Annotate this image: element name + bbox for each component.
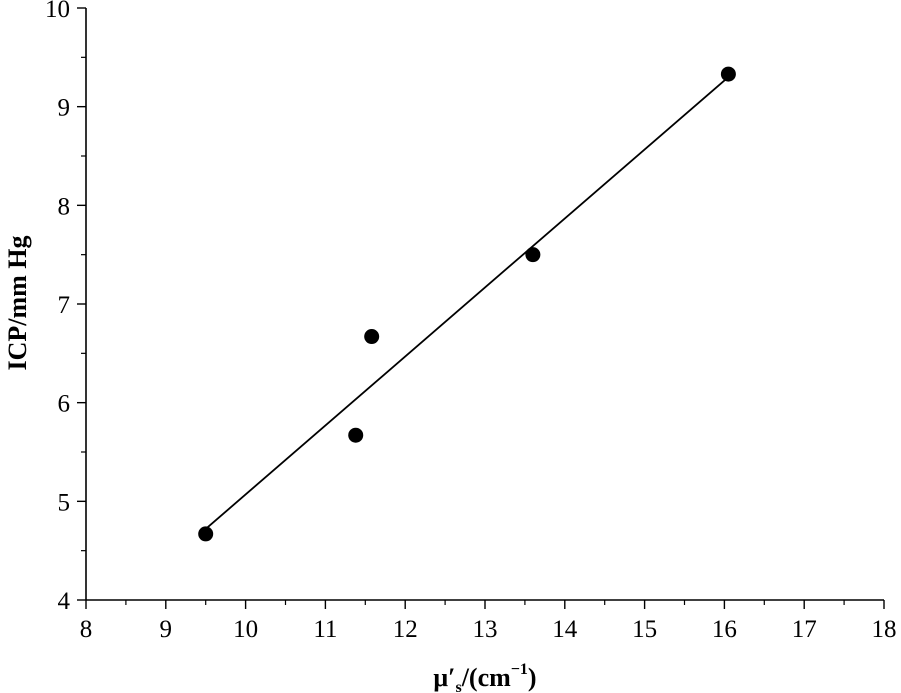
fit-line: [205, 76, 729, 530]
x-tick-label: 11: [313, 616, 337, 643]
x-axis-title-prime: ′: [448, 663, 455, 692]
x-tick-label: 17: [792, 616, 817, 643]
data-point: [348, 427, 364, 443]
y-tick-label: 10: [45, 0, 70, 23]
y-tick-label: 7: [58, 292, 71, 319]
x-tick-label: 16: [712, 616, 737, 643]
x-axis-title: μ′s/(cm−1): [433, 661, 536, 693]
y-tick-label: 4: [58, 588, 71, 615]
x-tick-label: 9: [160, 616, 173, 643]
x-axis-title-unit-open: /(cm: [461, 663, 511, 692]
x-tick-label: 12: [393, 616, 418, 643]
x-tick-label: 13: [473, 616, 498, 643]
data-point: [364, 329, 380, 345]
x-axis-title-unit-close: ): [528, 663, 537, 692]
x-tick-label: 14: [552, 616, 578, 643]
data-point: [198, 526, 214, 542]
y-tick-label: 6: [58, 391, 71, 418]
fit-line-group: [205, 76, 729, 530]
data-points: [198, 66, 736, 542]
x-tick-label: 18: [872, 616, 897, 643]
axes: 8 9 10 11 12 13 14 15 16 17 18 4 5 6 7 8 9 10: [45, 0, 897, 643]
y-tick-label: 8: [58, 193, 71, 220]
x-axis-title-subscript: s: [455, 679, 461, 693]
x-tick-label: 10: [233, 616, 258, 643]
x-tick-label: 8: [80, 616, 93, 643]
data-point: [525, 247, 541, 263]
x-axis-title-unit-sup: −1: [511, 661, 528, 678]
y-tick-label: 5: [58, 489, 71, 516]
data-point: [720, 66, 736, 82]
y-axis-title: ICP/mm Hg: [3, 235, 32, 370]
y-tick-label: 9: [58, 95, 71, 122]
x-axis-title-base: μ: [433, 663, 448, 692]
x-tick-label: 15: [632, 616, 657, 643]
